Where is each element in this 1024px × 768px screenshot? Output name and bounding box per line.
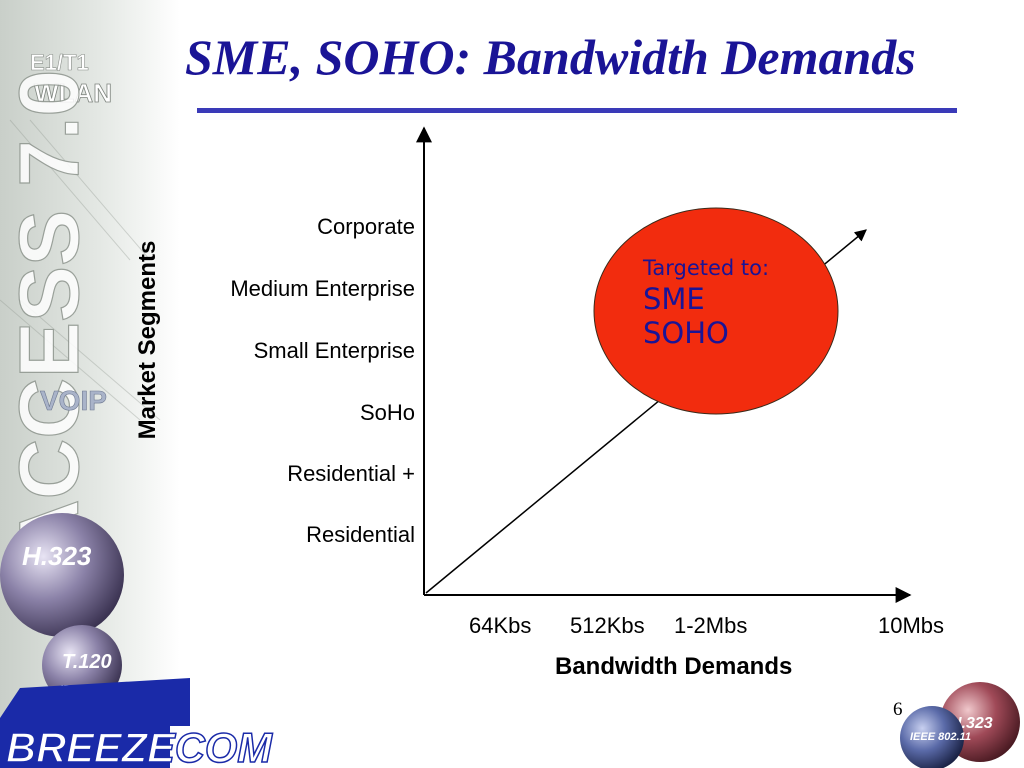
- logo-text: BREEZECOM: [6, 724, 273, 768]
- slide-title: SME, SOHO: Bandwidth Demands: [185, 29, 916, 85]
- y-axis-label: Market Segments: [134, 240, 161, 440]
- side-label-access: ACCESS 7.0: [2, 70, 96, 560]
- callout-soho: SOHO: [643, 316, 729, 350]
- side-label-e1t1: E1/T1: [30, 50, 89, 75]
- segment-corporate: Corporate: [317, 214, 415, 239]
- badge-ieee-sphere: [900, 706, 964, 768]
- tick-1-2mbs: 1-2Mbs: [674, 613, 748, 638]
- badge-ieee: IEEE 802.11: [910, 731, 971, 743]
- title-underline: [197, 108, 957, 113]
- sphere-h323: [0, 513, 124, 637]
- x-axis-label: Bandwidth Demands: [555, 653, 793, 680]
- callout-heading: Targeted to:: [643, 256, 770, 280]
- target-callout: Targeted to: SME SOHO: [643, 254, 769, 350]
- callout-sme: SME: [643, 282, 705, 316]
- segment-small-enterprise: Small Enterprise: [253, 338, 415, 363]
- side-label-voip: VOIP: [40, 385, 107, 416]
- corner-badges: H.323 IEEE 802.11: [900, 682, 1020, 768]
- tick-64kbs: 64Kbs: [469, 613, 532, 638]
- segment-residential-plus: Residential +: [287, 461, 415, 486]
- side-label-h323: H.323: [22, 541, 92, 571]
- tick-10mbs: 10Mbs: [878, 613, 945, 638]
- side-label-wlan: WLAN: [34, 78, 112, 108]
- breezecom-logo: BREEZECOM: [0, 678, 274, 768]
- segment-medium-enterprise: Medium Enterprise: [230, 276, 415, 301]
- segment-residential: Residential: [306, 522, 415, 547]
- tick-512kbs: 512Kbs: [570, 613, 645, 638]
- side-label-t120: T.120: [62, 651, 112, 673]
- side-graphic: E1/T1 WLAN ACCESS 7.0 VOIP H.323 T.120 I…: [0, 0, 180, 768]
- page-number: 6: [893, 699, 903, 720]
- segment-soho: SoHo: [359, 400, 415, 425]
